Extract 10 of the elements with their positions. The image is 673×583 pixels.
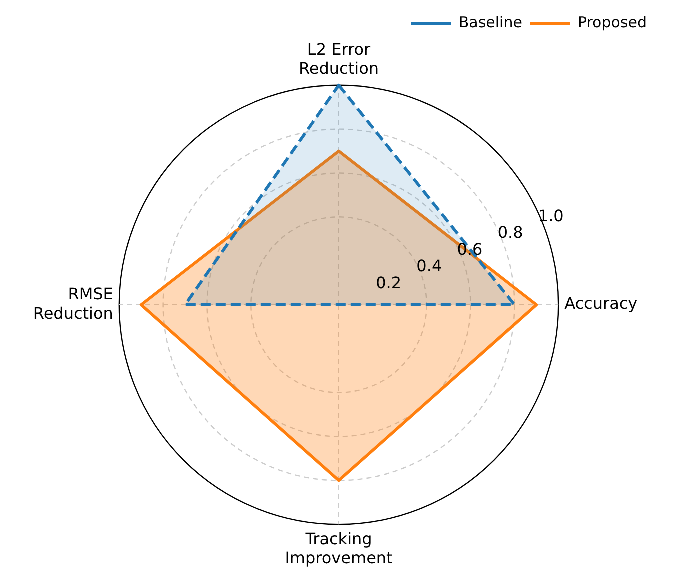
legend-label: Baseline [458,13,522,32]
spoke-label: L2 Error Reduction [299,40,379,78]
y-tick-label: 0.8 [498,223,524,242]
spoke-label: Tracking Improvement [285,529,393,568]
y-tick-label: 1.0 [538,206,564,226]
spoke-label: Accuracy [564,294,638,314]
spoke-label: RMSE Reduction [33,284,114,323]
y-tick-label: 0.4 [416,256,442,276]
y-tick-label: 0.2 [376,274,402,293]
legend-label: Proposed [578,13,647,32]
